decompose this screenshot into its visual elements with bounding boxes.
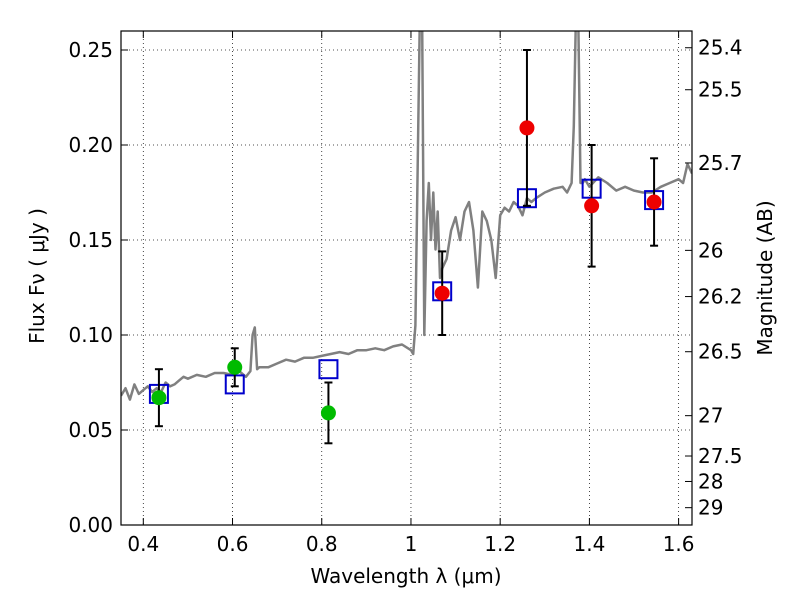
y-tick-label: 0.25 [68, 38, 113, 62]
magnitude-tick-label: 29 [698, 496, 723, 520]
x-tick-label: 0.6 [217, 532, 249, 556]
x-tick-label: 0.8 [306, 532, 338, 556]
y-tick-label: 0.15 [68, 228, 113, 252]
magnitude-tick-label: 27.5 [698, 444, 743, 468]
plot-frame [120, 30, 693, 526]
data-point [320, 405, 336, 421]
data-point [584, 198, 600, 214]
model-point [318, 359, 339, 380]
data-point [151, 390, 167, 406]
y-axis-label: Flux Fν ( μJy ) [25, 208, 49, 344]
x-tick-label: 1.6 [663, 532, 695, 556]
y-axis-label-right: Magnitude (AB) [753, 200, 777, 355]
magnitude-tick-label: 25.4 [698, 36, 743, 60]
spectrum-layer [121, 31, 692, 401]
y-tick-label: 0.00 [68, 513, 113, 537]
x-tick-label: 1.2 [484, 532, 516, 556]
magnitude-tick-label: 25.7 [698, 151, 743, 175]
data-point [227, 359, 243, 375]
magnitude-tick-label: 26.5 [698, 340, 743, 364]
data-point [646, 194, 662, 210]
y-tick-label: 0.05 [68, 418, 113, 442]
grid-layer [121, 31, 692, 526]
x-axis-label: Wavelength λ (μm) [310, 564, 501, 588]
spectrum-line [121, 31, 692, 401]
magnitude-tick-label: 26 [698, 238, 723, 262]
x-tick-label: 1.4 [573, 532, 605, 556]
magnitude-tick-label: 27 [698, 404, 723, 428]
data-point [434, 285, 450, 301]
tick-layer: 0.4 0.6 0.8 1 1.2 1.4 1.6 0.00 0.05 0.10 0.15 0.20 0… [68, 31, 743, 556]
magnitude-tick-label: 26.2 [698, 285, 743, 309]
data-point [519, 120, 535, 136]
x-tick-label: 0.4 [127, 532, 159, 556]
marker-layer [148, 49, 665, 445]
magnitude-tick-label: 25.5 [698, 78, 743, 102]
x-tick-label: 1 [405, 532, 418, 556]
y-tick-label: 0.10 [68, 323, 113, 347]
y-tick-label: 0.20 [68, 133, 113, 157]
magnitude-tick-label: 28 [698, 469, 723, 493]
